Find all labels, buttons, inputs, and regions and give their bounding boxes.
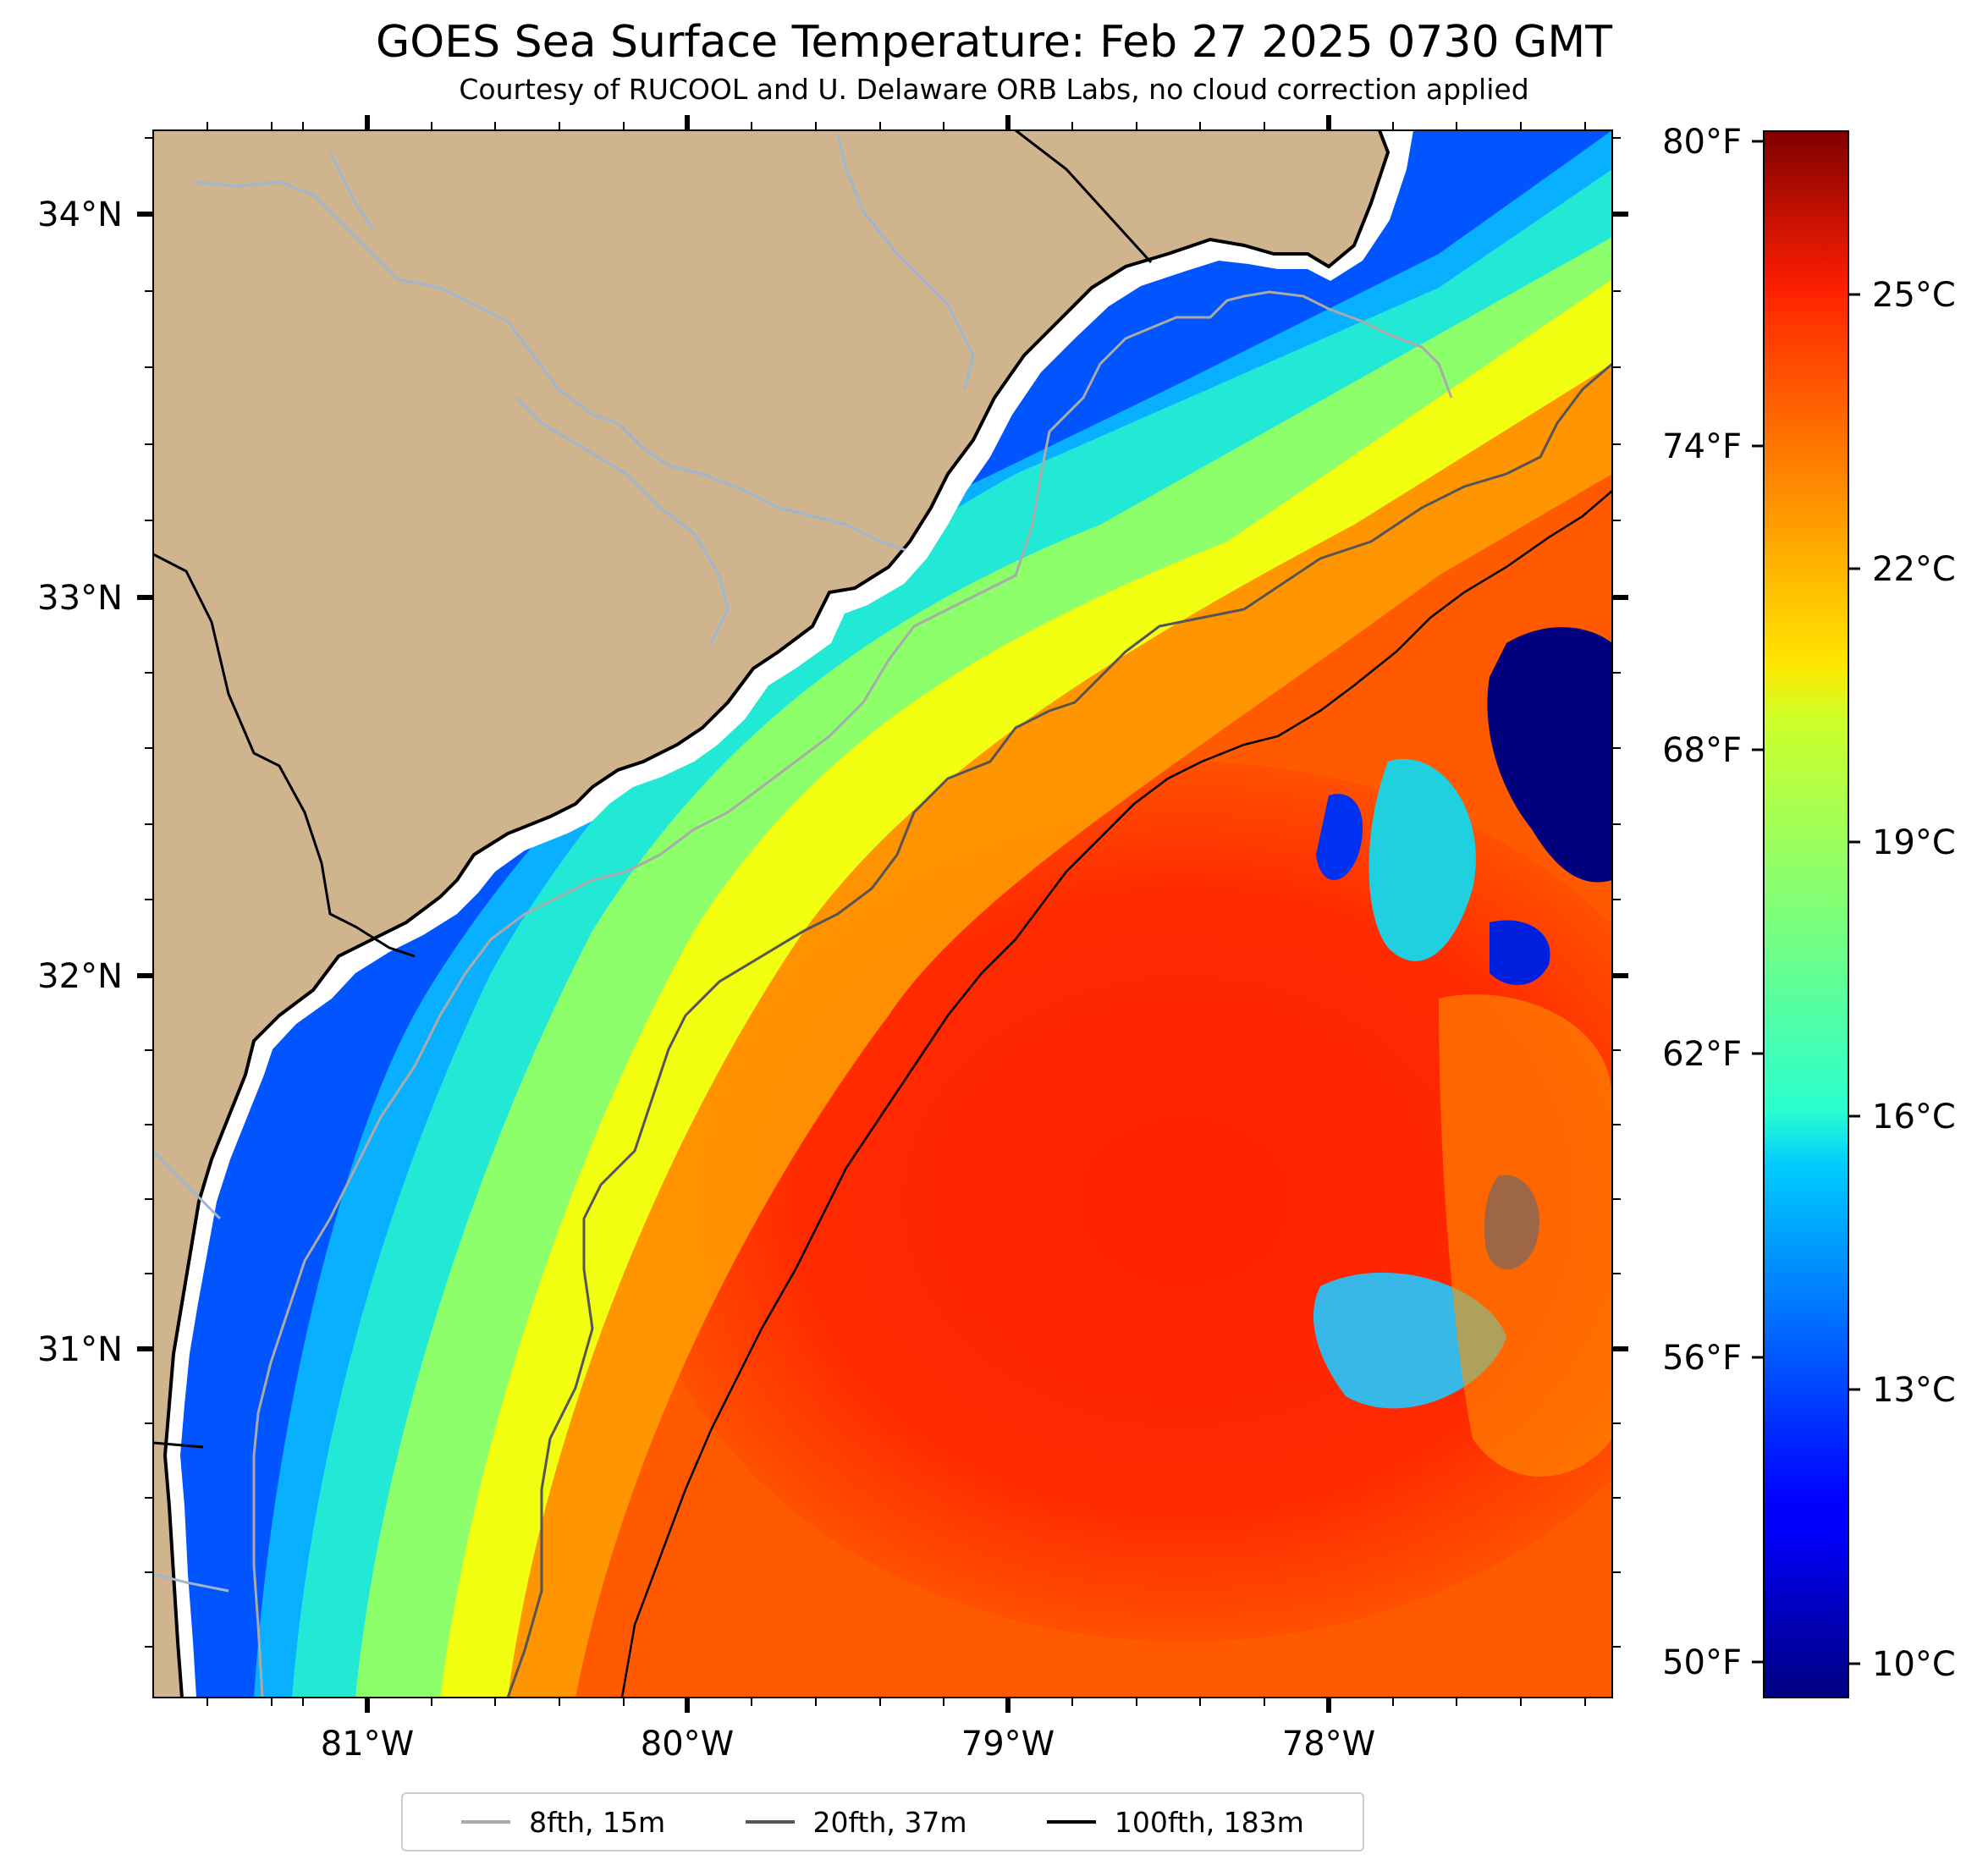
legend-item: 8fth, 15m (461, 1806, 665, 1839)
colorbar-f-label: 80°F (1662, 123, 1742, 162)
lon-label: 78°W (1282, 1725, 1375, 1764)
colorbar-c-label: 22°C (1872, 550, 1956, 589)
isobath-8fth (252, 290, 1453, 1698)
legend-swatch (745, 1820, 795, 1824)
legend-label: 100fth, 183m (1114, 1805, 1304, 1839)
lon-label: 81°W (321, 1725, 414, 1764)
lat-labels: 34°N 33°N 32°N 31°N (37, 195, 123, 1369)
colorbar-c-label: 19°C (1872, 823, 1956, 862)
lon-labels: 81°W 80°W 79°W 78°W (321, 1725, 1375, 1764)
colorbar-f-label: 68°F (1662, 731, 1742, 770)
isobath-20fth (506, 362, 1612, 1698)
lat-label: 32°N (37, 957, 123, 996)
colorbar-f-label: 50°F (1662, 1643, 1742, 1682)
coastline (162, 130, 1390, 1698)
axis-ticks (137, 115, 1628, 1713)
colorbar-c-label: 25°C (1872, 276, 1956, 315)
colorbar-f-label: 56°F (1662, 1339, 1742, 1378)
lat-label: 33°N (37, 579, 123, 618)
colorbar-f-label: 74°F (1662, 427, 1742, 466)
cool-patch-a (1490, 920, 1550, 985)
cold-eddy (1487, 627, 1612, 883)
colorbar-c-label: 10°C (1872, 1645, 1956, 1684)
legend-label: 8fth, 15m (529, 1805, 666, 1839)
legend-item: 20fth, 37m (745, 1805, 967, 1839)
map-area (153, 130, 1612, 1698)
cool-patch-d (1316, 794, 1363, 880)
map-frame (152, 129, 1613, 1698)
land (153, 130, 1388, 1698)
cool-filament (1368, 758, 1476, 961)
legend-swatch (461, 1820, 511, 1824)
isobath-legend: 8fth, 15m 20fth, 37m 100fth, 183m (401, 1792, 1364, 1852)
legend-swatch (1046, 1820, 1096, 1824)
colorbar: 80°F 74°F 68°F 62°F 56°F 50°F 25°C 22°C … (1662, 123, 1956, 1698)
rivers (153, 135, 975, 1593)
isobath-100fth (620, 490, 1612, 1698)
map-title: GOES Sea Surface Temperature: Feb 27 202… (375, 17, 1613, 68)
state-boundaries (153, 130, 1153, 1449)
lon-label: 79°W (961, 1725, 1055, 1764)
colorbar-f-label: 62°F (1662, 1035, 1742, 1074)
lat-label: 34°N (37, 195, 123, 234)
legend-label: 20fth, 37m (812, 1805, 967, 1839)
legend-item: 100fth, 183m (1046, 1805, 1304, 1839)
colorbar-gradient (1763, 130, 1849, 1698)
colorbar-c-label: 16°C (1872, 1098, 1956, 1136)
warm-streak (1439, 994, 1612, 1477)
colorbar-c-label: 13°C (1872, 1371, 1956, 1410)
lon-label: 80°W (641, 1725, 734, 1764)
map-subtitle: Courtesy of RUCOOL and U. Delaware ORB L… (459, 73, 1529, 106)
lat-label: 31°N (37, 1330, 123, 1369)
